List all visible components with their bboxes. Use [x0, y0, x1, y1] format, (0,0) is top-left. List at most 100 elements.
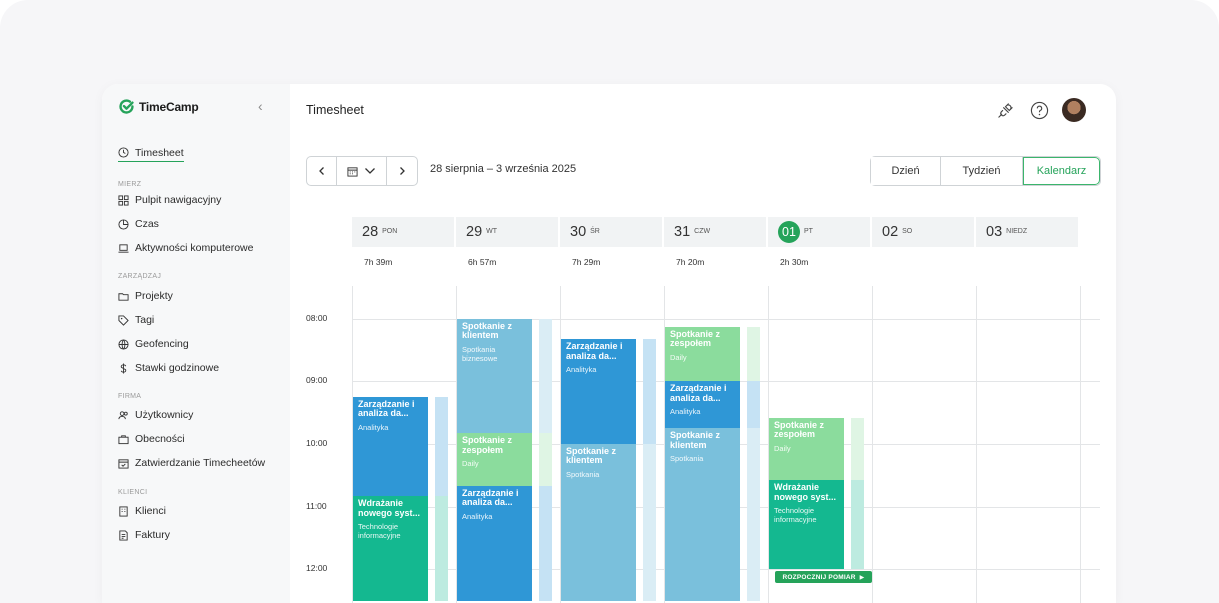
view-tab-calendar[interactable]: Kalendarz [1023, 157, 1100, 185]
time-entry[interactable]: Spotkanie z klientem Spotkania [665, 428, 740, 601]
sidebar-item-clients[interactable]: Klienci [118, 503, 166, 519]
day-number: 28 [362, 224, 379, 240]
time-entry[interactable]: Spotkanie z zespołem Daily [457, 433, 532, 486]
entry-title: Spotkanie z klientem [566, 445, 617, 466]
sidebar-item-label: Timesheet [135, 146, 184, 159]
day-number: 29 [466, 224, 483, 240]
date-range-label: 28 sierpnia – 3 września 2025 [430, 163, 577, 175]
entry-title: Zarządzanie i analiza da... [670, 383, 727, 403]
activity-bar [435, 496, 448, 601]
sidebar-item-timesheet-approvals[interactable]: Zatwierdzanie Timecheetów [118, 455, 265, 471]
time-label: 11:00 [306, 500, 327, 511]
section-label-firma: FIRMA [118, 393, 142, 400]
next-week-button[interactable] [387, 157, 417, 185]
time-entry[interactable]: Zarządzanie i analiza da... Analityka [457, 485, 532, 601]
day-header-wt[interactable]: 29 WT [456, 217, 558, 247]
date-navigator [306, 156, 418, 186]
activity-bar [643, 443, 656, 601]
day-header-niedz[interactable]: 03 NIEDZ [976, 217, 1078, 247]
sidebar-item-hourly-rates[interactable]: Stawki godzinowe [118, 360, 219, 376]
activity-bar [539, 318, 552, 434]
help-icon[interactable] [1028, 99, 1050, 121]
sidebar-item-label: Tagi [135, 314, 155, 326]
logo-text: TimeCamp [139, 99, 199, 114]
sidebar-item-geofencing[interactable]: Geofencing [118, 336, 189, 352]
entry-title: Spotkanie z klientem [462, 320, 513, 340]
activity-bar [643, 339, 656, 444]
activity-bar [747, 326, 760, 382]
view-tab-day[interactable]: Dzień [871, 157, 941, 185]
time-entry[interactable]: Spotkanie z klientem Spotkania biznesowe [457, 318, 532, 434]
section-label-mierz: MIERZ [118, 181, 142, 188]
sidebar-item-time[interactable]: Czas [118, 216, 159, 232]
day-total: 6h 57m [468, 257, 497, 267]
activity-bar [539, 433, 552, 486]
sidebar-item-dashboard[interactable]: Pulpit nawigacyjny [118, 192, 221, 208]
logo[interactable]: TimeCamp [118, 98, 199, 115]
calendar-icon [347, 166, 358, 177]
sidebar-item-computer-activities[interactable]: Aktywności komputerowe [118, 240, 253, 256]
sidebar-item-label: Czas [135, 218, 159, 230]
sidebar-item-timesheet[interactable]: Timesheet [118, 146, 184, 162]
entry-project: Analityka [566, 365, 597, 375]
day-abbr: PON [382, 227, 398, 235]
sidebar-item-attendance[interactable]: Obecności [118, 431, 185, 447]
time-label: 08:00 [306, 312, 328, 323]
day-header-pt[interactable]: 01 PT [768, 217, 870, 247]
time-entry[interactable]: Spotkanie z klientem Spotkania [561, 443, 636, 601]
time-entry[interactable]: Wdrażanie nowego syst... Technologie info… [769, 480, 844, 570]
entry-title: Spotkanie z klientem [670, 430, 721, 450]
tag-icon [118, 314, 129, 326]
time-entry[interactable]: Spotkanie z zespołem Daily [769, 417, 844, 481]
day-abbr: NIEDZ [1006, 227, 1028, 235]
sidebar: TimeCamp ‹ Timesheet MIERZ Pulpit nawiga… [102, 84, 290, 603]
start-timer-button[interactable]: ROZPOCZNIJ POMIAR ▶ [775, 571, 872, 584]
day-header-czw[interactable]: 31 CZW [664, 217, 766, 247]
sidebar-item-projects[interactable]: Projekty [118, 288, 173, 304]
day-total: 7h 20m [676, 257, 705, 267]
day-total: 2h 30m [780, 257, 809, 267]
activity-bar [435, 396, 448, 497]
top-icons [994, 98, 1086, 122]
entry-project: Analityka [462, 511, 493, 521]
entry-title: Zarządzanie i analiza da... [462, 487, 519, 508]
sidebar-item-tags[interactable]: Tagi [118, 312, 154, 328]
day-abbr: WT [486, 227, 498, 235]
time-entry[interactable]: Zarządzanie i analiza da... Analityka [665, 381, 740, 429]
chevron-left-icon[interactable]: ‹ [258, 98, 263, 114]
day-number: 31 [674, 224, 691, 240]
day-header-pon[interactable]: 28 PON [352, 217, 454, 247]
day-header-śr[interactable]: 30 ŚR [560, 217, 662, 247]
sidebar-item-label: Stawki godzinowe [135, 362, 220, 374]
day-number: 02 [882, 224, 899, 240]
folder-icon [118, 292, 129, 301]
time-entry[interactable]: Zarządzanie i analiza da... Analityka [353, 396, 428, 497]
entry-project: Analityka [670, 407, 701, 417]
day-header-so[interactable]: 02 SO [872, 217, 974, 247]
sidebar-item-users[interactable]: Użytkownicy [118, 407, 193, 423]
main-content: Timesheet 28 sierpnia – 3 września 202 [290, 84, 1116, 603]
avatar[interactable] [1062, 98, 1086, 122]
view-tab-week[interactable]: Tydzień [941, 157, 1023, 185]
entry-title: Spotkanie z zespołem [670, 328, 721, 349]
sidebar-item-invoices[interactable]: Faktury [118, 527, 170, 543]
sidebar-item-label: Klienci [135, 505, 166, 517]
calendar-grid[interactable]: Zarządzanie i analiza da... Analityka Wdra… [352, 286, 1100, 603]
date-picker-button[interactable] [337, 157, 387, 185]
entry-project: Daily [462, 459, 479, 469]
day-abbr: SO [902, 227, 913, 235]
briefcase-icon [118, 434, 129, 444]
clock-icon [118, 147, 129, 158]
time-entry[interactable]: Wdrażanie nowego syst... Technologie info… [353, 496, 428, 601]
entry-project: Spotkania [670, 454, 704, 464]
time-entry[interactable]: Spotkanie z zespołem Daily [665, 326, 740, 382]
day-number: 03 [986, 224, 1003, 240]
entry-title: Zarządzanie i analiza da... [566, 341, 623, 361]
sidebar-item-label: Faktury [135, 529, 171, 541]
plug-icon[interactable] [994, 99, 1016, 121]
time-label: 09:00 [306, 375, 328, 386]
prev-week-button[interactable] [307, 157, 337, 185]
time-entry[interactable]: Zarządzanie i analiza da... Analityka [561, 339, 636, 444]
chevron-left-icon [318, 167, 324, 175]
entry-title: Wdrażanie nowego syst... [774, 482, 837, 502]
